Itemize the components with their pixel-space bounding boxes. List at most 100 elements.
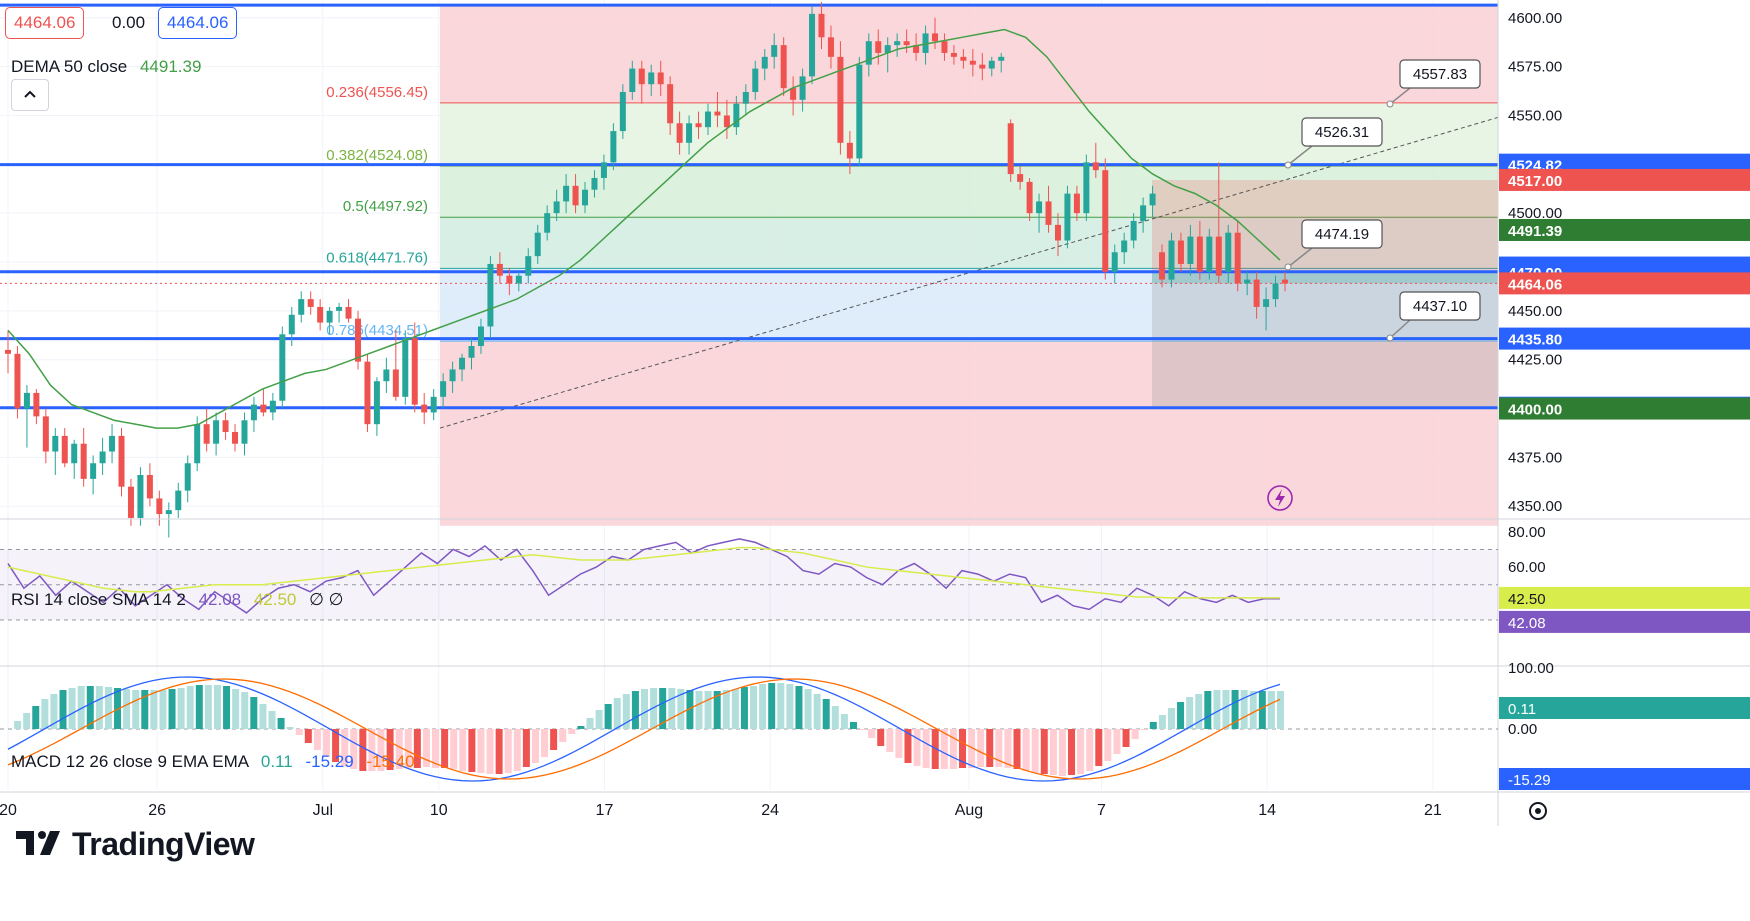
candle-body — [695, 123, 702, 128]
price-axis-badge-label: 4491.39 — [1508, 223, 1562, 240]
price-axis-badge-label: 4435.80 — [1508, 332, 1562, 349]
macd-histogram-bar — [1113, 729, 1121, 754]
macd-histogram-bar — [986, 729, 994, 767]
candle-body — [194, 424, 201, 464]
rsi-sma-axis-badge — [1499, 586, 1750, 609]
macd-histogram-bar — [1186, 697, 1194, 729]
macd-histogram-bar — [14, 721, 22, 729]
rsi-label: RSI 14 close SMA 14 2 — [11, 590, 186, 609]
candle-body — [1225, 232, 1232, 272]
macd-histogram-bar — [1004, 729, 1012, 768]
dema-legend[interactable]: DEMA 50 close 4491.39 — [11, 57, 201, 77]
candle-body — [1168, 240, 1175, 280]
macd-histogram-bar — [268, 711, 276, 729]
macd-histogram-bar — [1195, 694, 1203, 729]
macd-histogram-bar — [1086, 729, 1094, 771]
callout-pointer — [1287, 247, 1313, 268]
macd-histogram-bar — [849, 722, 857, 729]
rsi-axis-label: 80.00 — [1508, 524, 1546, 541]
macd-histogram-bar — [177, 688, 185, 729]
macd-histogram-bar — [622, 694, 630, 729]
macd-histogram-bar — [977, 729, 985, 767]
candle-body — [619, 92, 626, 132]
macd-histogram-bar — [495, 729, 503, 774]
callout-anchor — [1284, 263, 1292, 271]
callout-anchor — [1386, 100, 1394, 108]
macd-histogram-bar — [613, 698, 621, 729]
macd-histogram-bar — [395, 729, 403, 769]
macd-histogram-bar — [323, 729, 330, 757]
candle-body — [894, 41, 901, 46]
candle-body — [23, 392, 30, 409]
callout-anchor — [1386, 334, 1394, 342]
macd-histogram-bar — [877, 729, 885, 746]
candle-body — [468, 346, 475, 358]
candle-body — [1177, 240, 1184, 264]
macd-histogram-bar — [150, 690, 158, 729]
macd-histogram-bar — [1258, 691, 1266, 729]
macd-histogram-bar — [922, 729, 930, 768]
macd-axis-badge — [1499, 768, 1750, 790]
candle-body — [146, 474, 153, 499]
rsi-legend[interactable]: RSI 14 close SMA 14 2 42.08 42.50 ∅ ∅ — [11, 590, 343, 610]
lightning-icon-bolt — [1275, 489, 1285, 507]
candle-body — [392, 369, 399, 397]
candle-body — [1017, 174, 1024, 182]
candle-body — [1054, 224, 1061, 241]
candle-body — [950, 52, 957, 57]
macd-histogram-bar — [859, 729, 867, 730]
candle-body — [288, 314, 295, 335]
candle-body — [884, 45, 891, 53]
macd-histogram-bar — [123, 689, 131, 729]
macd-histogram-bar — [241, 692, 249, 729]
candle-body — [969, 60, 976, 65]
candle-body — [1036, 201, 1043, 214]
macd-histogram-bar — [822, 699, 830, 729]
ask-price-box[interactable]: 4464.06 — [158, 7, 238, 39]
macd-histogram-bar — [114, 688, 122, 729]
candle-body — [449, 369, 456, 382]
macd-legend[interactable]: MACD 12 26 close 9 EMA EMA 0.11 -15.29 -… — [11, 752, 415, 772]
rsi-sma-axis-label: 42.50 — [1508, 591, 1546, 608]
macd-histogram-bar — [786, 684, 794, 729]
candle-body — [1263, 299, 1270, 307]
macd-histogram-bar — [604, 704, 612, 729]
macd-histogram-bar — [59, 690, 67, 729]
macd-histogram-bar — [840, 714, 848, 729]
macd-histogram-bar — [377, 729, 385, 771]
candle-body — [326, 310, 333, 323]
macd-histogram-bar — [41, 699, 49, 729]
candle-body — [610, 131, 617, 163]
time-axis-label: 14 — [1258, 802, 1276, 819]
macd-histogram-bar — [250, 697, 258, 729]
candle-body — [430, 396, 437, 413]
macd-histogram-bar — [813, 694, 821, 729]
candle-body — [52, 435, 59, 452]
candle-body — [61, 435, 68, 464]
macd-histogram-bar — [949, 729, 957, 769]
candle-body — [5, 349, 11, 354]
candle-body — [686, 123, 693, 143]
macd-histogram-bar — [1031, 729, 1039, 773]
bid-price-box[interactable]: 4464.06 — [5, 7, 85, 39]
price-axis-label: 4450.00 — [1508, 303, 1562, 320]
trend-line — [439, 116, 1499, 429]
macd-histogram-bar — [731, 689, 739, 729]
candle-body — [771, 45, 778, 57]
tradingview-logo[interactable]: TradingView — [16, 826, 255, 863]
macd-histogram-bar — [77, 686, 85, 729]
macd-histogram-bar — [1167, 708, 1175, 729]
macd-histogram-bar — [195, 685, 203, 729]
candle-body — [109, 435, 116, 452]
macd-histogram-bar — [577, 726, 585, 729]
candle-body — [411, 338, 418, 405]
candle-body — [440, 381, 447, 397]
macd-value: -15.29 — [305, 752, 354, 771]
macd-histogram-bar — [286, 727, 294, 729]
macd-histogram-bar — [722, 690, 730, 729]
spread-value: 0.00 — [112, 13, 146, 32]
macd-histogram-bar — [86, 686, 94, 729]
collapse-legend-button[interactable] — [11, 79, 49, 111]
dema-line — [7, 28, 1281, 429]
